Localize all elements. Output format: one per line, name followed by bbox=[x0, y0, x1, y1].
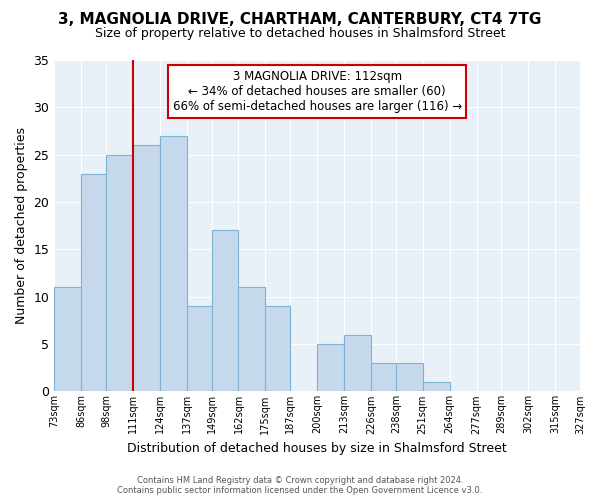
Y-axis label: Number of detached properties: Number of detached properties bbox=[15, 127, 28, 324]
Text: Contains HM Land Registry data © Crown copyright and database right 2024.
Contai: Contains HM Land Registry data © Crown c… bbox=[118, 476, 482, 495]
Bar bbox=[317, 344, 344, 392]
Bar bbox=[187, 306, 212, 392]
Text: Size of property relative to detached houses in Shalmsford Street: Size of property relative to detached ho… bbox=[95, 28, 505, 40]
Bar bbox=[396, 363, 423, 392]
Bar bbox=[238, 287, 265, 392]
Bar bbox=[133, 145, 160, 392]
Bar bbox=[423, 382, 449, 392]
Bar bbox=[81, 174, 106, 392]
Bar bbox=[212, 230, 238, 392]
Text: 3, MAGNOLIA DRIVE, CHARTHAM, CANTERBURY, CT4 7TG: 3, MAGNOLIA DRIVE, CHARTHAM, CANTERBURY,… bbox=[58, 12, 542, 28]
X-axis label: Distribution of detached houses by size in Shalmsford Street: Distribution of detached houses by size … bbox=[127, 442, 507, 455]
Bar bbox=[106, 154, 133, 392]
Text: 3 MAGNOLIA DRIVE: 112sqm
← 34% of detached houses are smaller (60)
66% of semi-d: 3 MAGNOLIA DRIVE: 112sqm ← 34% of detach… bbox=[173, 70, 462, 113]
Bar bbox=[344, 334, 371, 392]
Bar bbox=[160, 136, 187, 392]
Bar bbox=[265, 306, 290, 392]
Bar bbox=[371, 363, 396, 392]
Bar bbox=[54, 287, 81, 392]
